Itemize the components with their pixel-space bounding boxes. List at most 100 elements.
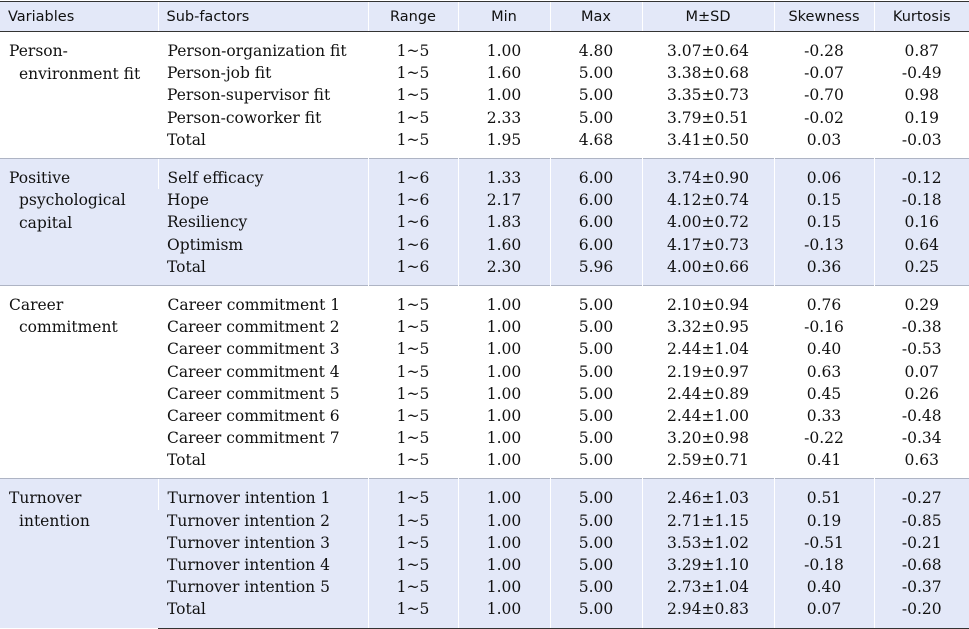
table-row: Person-job fit 1~5 1.60 5.00 3.38±0.68 -0.07-… [0,62,969,85]
skewness-cell: 0.06 [773,157,874,190]
min-cell: 1.83 [457,211,550,234]
table-row: Positive psychological capital Self efficac… [0,157,969,286]
range-cell: 1~6 [367,157,458,190]
subfactor-cell: Person-organization fit [157,31,368,63]
mean-sd-cell: 2.71±1.15 [641,509,774,532]
range-cell: 1~6 [367,189,458,212]
skewness-cell: 0.19 [773,509,874,532]
max-cell: 5.00 [549,284,642,317]
min-cell: 1.00 [457,338,550,361]
kurtosis-cell: 0.64 [873,233,969,256]
table-row: Total 1~5 1.95 4.68 3.41±0.50 0.03 -0.03 [0,128,969,159]
skewness-cell: 0.40 [773,338,874,361]
mean-sd-cell: 2.44±0.89 [641,382,774,405]
subfactor-cell: Career commitment 2 [167,318,340,337]
range-cell: 1~5 [367,128,458,159]
kurtosis-cell: 0.19 [873,106,969,129]
min-cell: 1.00 [457,382,550,405]
table-row: Career commitment 7 1~5 1.00 5.00 3.20±0.98-… [0,427,969,450]
kurtosis-cell: -0.49 [873,62,969,85]
max-cell: 6.00 [549,233,642,256]
min-cell: 1.00 [457,404,550,427]
range-cell: 1~5 [367,316,458,339]
subfactor-cell: Total [167,130,206,149]
min-cell: 1.00 [457,531,550,554]
table-row: Turnover intention Turnover intention 1 1~5… [0,478,969,628]
max-cell: 6.00 [549,211,642,234]
mean-sd-cell: 2.94±0.83 [641,598,774,629]
table-row: Career commitment 6 1~5 1.00 5.00 2.44±1.00 0… [0,404,969,427]
range-cell: 1~5 [367,427,458,450]
table-row: Person-coworker fit 1~5 2.33 5.00 3.79±0.51-… [0,106,969,129]
min-cell: 1.00 [457,31,550,63]
variable-group: Positive psychological capital Self efficac… [0,157,969,286]
subfactor-cell: Turnover intention 2 [158,509,368,532]
min-cell: 1.00 [457,284,550,317]
max-cell: 5.00 [549,509,642,532]
variable-name-line: environment fit [19,64,141,83]
skewness-cell: -0.02 [773,106,874,129]
mean-sd-cell: 3.41±0.50 [641,128,774,159]
kurtosis-cell: 0.29 [873,284,969,317]
table-row: Total 1~5 1.00 5.00 2.59±0.71 0.41 0.63 [0,449,969,479]
range-cell: 1~5 [367,553,458,577]
min-cell: 1.00 [457,509,550,532]
skewness-cell: 0.33 [773,404,874,427]
range-cell: 1~5 [367,576,458,599]
max-cell: 5.00 [549,338,642,361]
subfactor-cell: Career commitment 7 [167,429,340,448]
skewness-cell: 0.15 [773,211,874,234]
header-variables: Variables [0,1,158,32]
range-cell: 1~5 [367,478,458,510]
table-row: Career commitment 5 1~5 1.00 5.00 2.44±0.89 0… [0,382,969,405]
skewness-cell: 0.36 [773,255,874,286]
mean-sd-cell: 2.19±0.97 [641,360,774,383]
variable-name-cell: Career commitment [0,284,158,479]
max-cell: 5.00 [549,382,642,405]
mean-sd-cell: 3.35±0.73 [641,84,774,107]
table-row: Turnover intention 4 1~5 1.00 5.00 3.29±1.10… [0,553,969,577]
kurtosis-cell: -0.34 [873,427,969,450]
table-row: Person-supervisor fit 1~5 1.00 5.00 3.35±0.7… [0,84,969,107]
kurtosis-cell: -0.21 [873,531,969,554]
variable-name-line: capital [19,213,73,232]
header-kurtosis: Kurtosis [873,1,969,32]
max-cell: 6.00 [549,157,642,190]
header-subfactors: Sub-factors [157,1,368,32]
max-cell: 5.96 [549,255,642,286]
variable-group: Turnover intention Turnover intention 1 1~5… [0,478,969,629]
min-cell: 1.00 [457,553,550,577]
variable-name-line: intention [19,511,90,530]
range-cell: 1~5 [367,284,458,317]
max-cell: 5.00 [549,478,642,510]
variable-name-cell: Person-environment fit [0,32,158,159]
max-cell: 4.80 [549,31,642,63]
subfactor-cell: Turnover intention 5 [158,576,368,599]
range-cell: 1~6 [367,211,458,234]
header-min: Min [457,1,550,32]
variable-group: Career commitment Career commitment 1 1~5 1.… [0,284,969,479]
table-row: Turnover intention 2 1~5 1.00 5.00 2.71±1.15… [0,509,969,532]
table-row: Career commitment 3 1~5 1.00 5.00 2.44±1.04 0… [0,338,969,361]
max-cell: 4.68 [549,128,642,159]
table-row: Optimism 1~6 1.60 6.00 4.17±0.73 -0.13 0.64 [0,233,969,256]
max-cell: 5.00 [549,404,642,427]
min-cell: 1.33 [457,157,550,190]
max-cell: 5.00 [549,316,642,339]
range-cell: 1~5 [367,404,458,427]
mean-sd-cell: 4.17±0.73 [641,233,774,256]
header-range: Range [367,1,458,32]
range-cell: 1~6 [367,233,458,256]
header-max: Max [549,1,642,32]
max-cell: 5.00 [549,553,642,577]
mean-sd-cell: 2.44±1.04 [641,338,774,361]
subfactor-cell: Person-job fit [167,64,272,83]
mean-sd-cell: 3.53±1.02 [641,531,774,554]
kurtosis-cell: -0.38 [873,316,969,339]
min-cell: 2.30 [457,255,550,286]
subfactor-cell: Person-supervisor fit [167,86,331,105]
range-cell: 1~5 [367,598,458,629]
max-cell: 5.00 [549,531,642,554]
variable-name-cell: Turnover intention [0,478,158,628]
